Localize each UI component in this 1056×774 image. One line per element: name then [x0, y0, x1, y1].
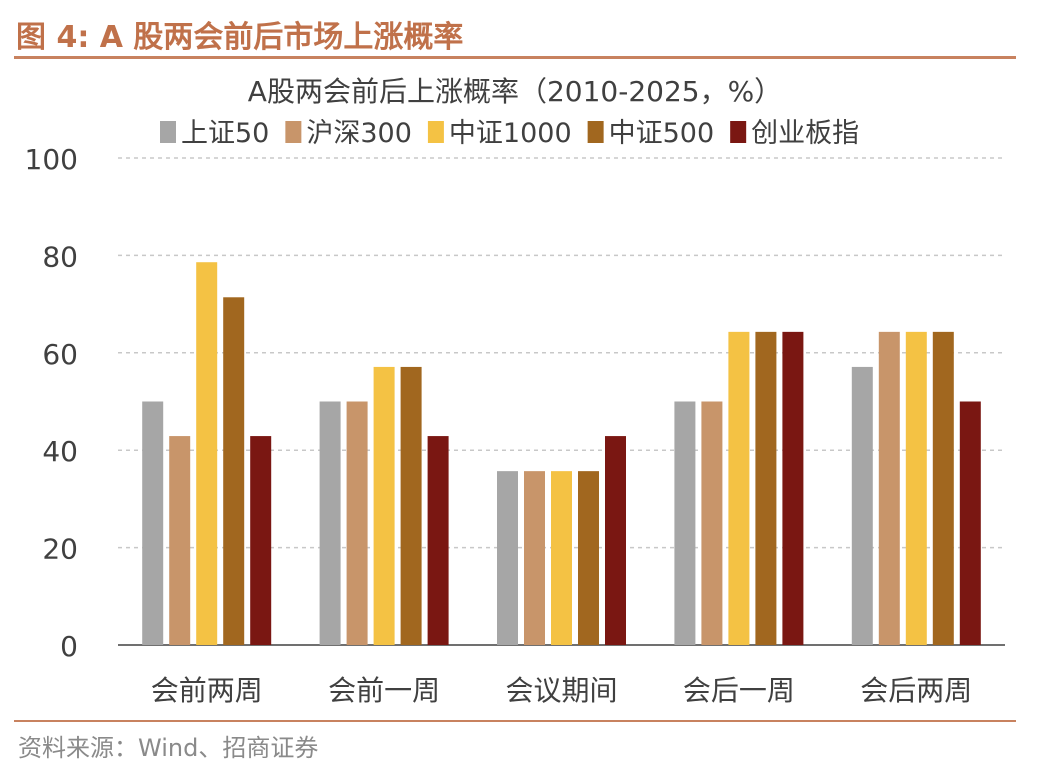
legend-swatch — [160, 121, 176, 143]
bar — [605, 436, 626, 645]
bar — [755, 331, 777, 645]
bar — [427, 436, 449, 645]
bar — [878, 331, 900, 645]
y-tick-label: 20 — [42, 533, 78, 566]
bar — [169, 436, 191, 645]
bar — [223, 297, 245, 645]
bar — [932, 331, 954, 645]
chart-title: A股两会前后上涨概率（2010-2025，%） — [248, 75, 782, 108]
y-tick-label: 0 — [60, 630, 78, 663]
bar — [674, 401, 696, 645]
x-tick-label: 会后两周 — [860, 674, 972, 707]
bar — [701, 401, 723, 645]
y-tick-label: 100 — [25, 143, 78, 176]
bar — [959, 401, 981, 645]
legend-label: 上证50 — [181, 118, 269, 149]
title-rule — [14, 56, 1016, 59]
bar — [551, 471, 572, 645]
legend-swatch — [427, 121, 444, 143]
bar — [250, 436, 272, 645]
x-tick-label: 会后一周 — [683, 674, 795, 707]
legend-swatch — [730, 121, 747, 143]
x-tick-label: 会前两周 — [151, 674, 263, 707]
legend-label: 中证500 — [609, 118, 715, 149]
y-tick-label: 60 — [42, 338, 78, 371]
bar — [142, 401, 164, 645]
legend-label: 创业板指 — [751, 118, 859, 149]
bar — [578, 471, 599, 645]
legend-swatch — [587, 121, 604, 143]
legend-label: 中证1000 — [449, 118, 572, 149]
y-tick-label: 80 — [42, 240, 78, 273]
y-tick-label: 40 — [42, 435, 78, 468]
bar — [400, 366, 422, 645]
figure-title: 图 4: A 股两会前后市场上涨概率 — [16, 20, 464, 55]
bar — [319, 401, 341, 645]
bar — [196, 262, 218, 645]
bar — [782, 331, 804, 645]
bar — [851, 366, 873, 645]
bar — [905, 331, 927, 645]
source-rule — [14, 720, 1016, 722]
bar — [728, 331, 750, 645]
bar — [373, 366, 395, 645]
bar — [346, 401, 368, 645]
x-tick-label: 会议期间 — [505, 674, 617, 707]
source-note: 资料来源：Wind、招商证券 — [18, 734, 319, 762]
legend-label: 沪深300 — [306, 118, 412, 149]
x-tick-label: 会前一周 — [328, 674, 440, 707]
legend-swatch — [285, 121, 302, 143]
bar — [524, 471, 545, 645]
bar — [497, 471, 518, 645]
